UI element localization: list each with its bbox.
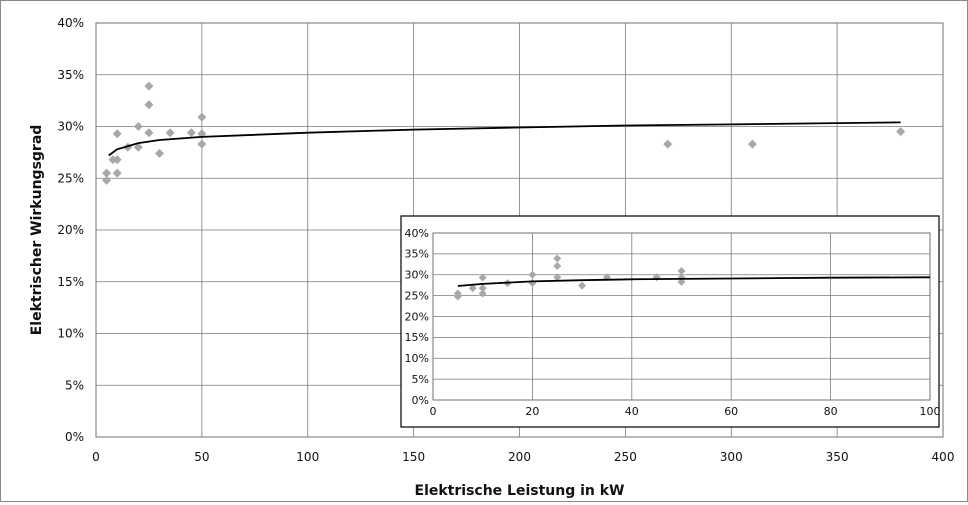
data-point [112,155,122,165]
y-tick-label: 5% [412,373,429,386]
x-tick-label: 80 [824,405,838,418]
x-tick-label: 200 [508,450,531,464]
data-point [896,127,906,137]
x-tick-label: 250 [614,450,637,464]
data-point [553,261,562,270]
data-point [186,128,196,138]
x-tick-label: 20 [525,405,539,418]
data-point [677,277,686,286]
data-point [747,139,757,149]
data-point [165,128,175,138]
y-tick-label: 30% [405,269,429,282]
data-point [197,139,207,149]
y-tick-label: 10% [405,352,429,365]
y-tick-label: 0% [412,394,429,407]
data-point [663,139,673,149]
data-point [144,100,154,110]
y-tick-label: 15% [405,331,429,344]
x-tick-label: 0 [430,405,437,418]
x-tick-label: 50 [194,450,209,464]
x-tick-label: 400 [932,450,955,464]
data-point [478,289,487,298]
y-axis-title: Elektrischer Wirkungsgrad [29,125,45,336]
x-tick-label: 300 [720,450,743,464]
data-point [578,281,587,290]
x-tick-label: 350 [826,450,849,464]
x-tick-label: 100 [296,450,319,464]
data-point [553,273,562,282]
data-point [553,254,562,263]
y-tick-label: 40% [57,16,84,30]
y-tick-label: 20% [405,310,429,323]
y-tick-label: 30% [57,120,84,134]
trendline [108,121,901,157]
y-tick-label: 20% [57,223,84,237]
data-point [133,142,143,152]
x-tick-label: 0 [92,450,100,464]
y-tick-label: 5% [65,378,84,392]
x-tick-label: 40 [625,405,639,418]
data-point [478,273,487,282]
y-tick-label: 40% [405,227,429,240]
y-tick-label: 0% [65,430,84,444]
data-point [133,122,143,131]
trendline [457,276,931,287]
data-point [155,148,165,158]
x-tick-label: 100 [920,405,941,418]
data-point [102,175,112,185]
data-point [144,81,154,91]
data-point [102,168,112,178]
data-point [453,289,462,298]
y-tick-label: 15% [57,275,84,289]
data-point [528,270,537,279]
data-point [112,129,122,139]
y-tick-label: 35% [57,68,84,82]
y-tick-label: 10% [57,327,84,341]
y-tick-label: 25% [57,171,84,185]
data-point [144,128,154,138]
y-tick-label: 35% [405,248,429,261]
data-point [197,112,207,122]
inset-chart: 0% 5% 10% 15% 20% 25% 30% 35% 40% 0 20 40 60 80 100 [400,215,941,428]
y-tick-label: 25% [405,289,429,302]
x-tick-label: 150 [402,450,425,464]
data-point [478,284,487,293]
data-point [112,168,122,178]
x-axis-title: Elektrische Leistung in kW [415,483,625,499]
data-point [468,284,477,293]
data-point [677,266,686,275]
x-tick-label: 60 [724,405,738,418]
